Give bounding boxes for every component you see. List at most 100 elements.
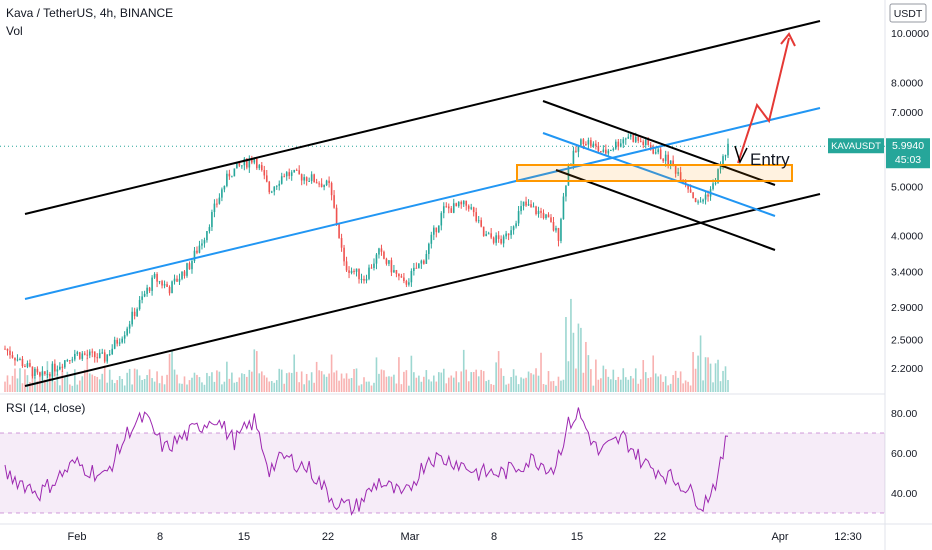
volume-bar: [156, 371, 158, 392]
candle-body: [545, 214, 547, 219]
candle-body: [44, 371, 46, 374]
volume-bar: [293, 354, 296, 392]
volume-bar: [674, 370, 677, 392]
candle-body: [258, 165, 261, 169]
volume-bar: [231, 372, 233, 392]
candle-body: [288, 172, 291, 176]
candle-body: [694, 198, 697, 202]
candle-body: [338, 224, 340, 239]
candle-body: [500, 238, 502, 244]
candle-body: [580, 139, 582, 146]
volume-bar: [93, 376, 96, 392]
candle-body: [547, 214, 550, 218]
volume-bar: [66, 371, 69, 392]
candle-body: [505, 233, 507, 237]
time-tick-label: 12:30: [834, 531, 862, 543]
volume-bar: [512, 369, 515, 392]
volume-bar: [118, 376, 121, 392]
volume-bar: [662, 381, 664, 392]
candle-body: [153, 274, 156, 278]
volume-bar: [692, 352, 694, 392]
rsi-legend: RSI (14, close): [6, 401, 86, 415]
candle-body: [83, 353, 86, 355]
volume-bar: [313, 382, 315, 392]
volume-bar: [343, 378, 345, 392]
volume-bar: [61, 370, 64, 392]
channel-upper-line: [24, 20, 821, 215]
candle-body: [136, 309, 138, 317]
candle-body: [168, 286, 171, 294]
volume-bar: [91, 374, 94, 392]
volume-bar: [654, 373, 657, 392]
candle-body: [91, 351, 94, 353]
candle-body: [146, 287, 148, 294]
currency-badge[interactable]: [889, 3, 927, 23]
volume-bar: [437, 372, 440, 392]
volume-bar: [502, 375, 505, 392]
candle-body: [340, 238, 343, 248]
volume-bar: [116, 380, 118, 392]
candle-body: [255, 158, 258, 169]
volume-bar: [121, 378, 123, 392]
candle-body: [31, 366, 34, 377]
volume-bar: [171, 350, 173, 392]
volume-legend: Vol: [6, 24, 23, 38]
volume-bar: [440, 372, 443, 392]
volume-bar: [338, 380, 340, 392]
volume-bar: [607, 376, 610, 392]
time-axis[interactable]: Feb 8 15 22 Mar 8 15 22 Apr 12:30: [68, 531, 862, 543]
volume-bar: [368, 381, 370, 392]
projection-path: [737, 37, 790, 164]
volume-bar: [300, 371, 303, 392]
volume-bar: [610, 379, 612, 392]
volume-bar: [270, 381, 273, 392]
candle-body: [540, 210, 542, 213]
volume-bar: [408, 385, 410, 392]
volume-bar: [6, 375, 9, 392]
volume-bar: [206, 372, 208, 392]
candle-body: [323, 185, 325, 188]
candle-body: [138, 299, 141, 310]
volume-bar: [223, 381, 226, 392]
volume-bar: [570, 298, 572, 392]
volume-bar: [96, 376, 99, 392]
candle-body: [29, 363, 31, 367]
candle-body: [238, 163, 241, 166]
volume-bar: [136, 369, 138, 392]
price-axis[interactable]: 10.00008.00007.00006.00005.00004.00003.4…: [891, 28, 929, 375]
candle-body: [627, 136, 630, 139]
volume-bar: [308, 380, 310, 392]
volume-bar: [517, 384, 520, 392]
volume-bar: [365, 381, 368, 392]
candle-body: [639, 140, 642, 142]
rsi-axis[interactable]: 80.00 60.00 40.00: [891, 408, 917, 500]
candle-body: [56, 369, 59, 372]
candle-body: [632, 134, 635, 142]
entry-zone: [516, 164, 793, 182]
volume-bar: [447, 377, 450, 392]
volume-bar: [619, 379, 622, 392]
candle-body: [497, 235, 500, 239]
volume-bar: [527, 371, 530, 392]
rsi-tick-label: 80.00: [891, 408, 917, 420]
volume-bar: [373, 382, 375, 392]
volume-bar: [138, 375, 141, 392]
candle-body: [358, 268, 360, 280]
volume-bar: [450, 375, 453, 392]
volume-bar: [133, 368, 136, 392]
volume-bar: [198, 377, 201, 392]
volume-bar: [667, 385, 669, 392]
rsi-tick-label: 60.00: [891, 448, 917, 460]
time-tick-label: 8: [157, 531, 163, 543]
volume-bar: [562, 379, 565, 392]
volume-bars: [4, 298, 729, 392]
candle-body: [178, 278, 181, 282]
volume-bar: [388, 376, 390, 392]
volume-bar: [51, 375, 54, 392]
wedge-upper-line: [542, 100, 776, 186]
volume-bar: [320, 371, 323, 392]
candle-body: [495, 235, 497, 243]
volume-bar: [679, 371, 682, 392]
volume-bar: [520, 377, 522, 392]
